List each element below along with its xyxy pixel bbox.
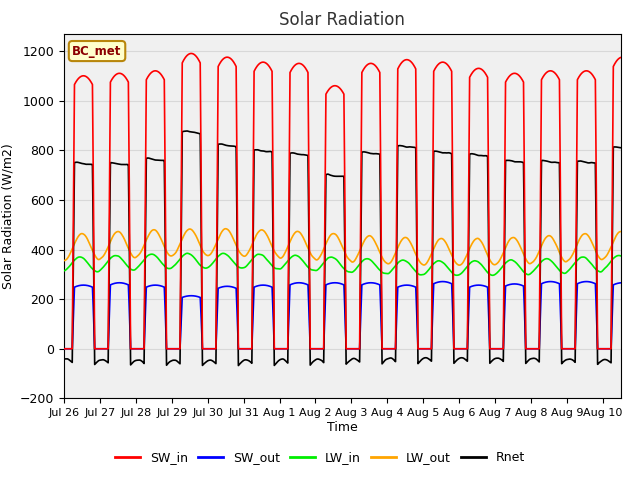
SW_in — [188, 50, 195, 56]
Rnet — [634, 358, 640, 363]
Line: SW_out: SW_out — [64, 282, 638, 349]
LW_out — [628, 246, 636, 252]
SW_in — [326, 86, 333, 92]
Line: LW_in: LW_in — [64, 253, 638, 276]
LW_out — [488, 259, 495, 265]
LW_out — [326, 233, 333, 239]
SW_out — [572, 346, 579, 352]
SW_in — [60, 346, 68, 352]
LW_in — [337, 262, 344, 267]
Rnet — [628, 176, 636, 182]
SW_out — [487, 346, 495, 352]
Rnet — [337, 173, 345, 179]
LW_in — [634, 267, 640, 273]
LW_in — [572, 259, 579, 265]
Rnet — [488, 359, 495, 364]
Rnet — [150, 156, 157, 162]
LW_in — [60, 268, 68, 274]
LW_out — [150, 227, 157, 233]
SW_in — [337, 86, 344, 92]
SW_in — [487, 346, 495, 352]
LW_in — [628, 264, 636, 270]
Rnet — [326, 172, 334, 178]
LW_out — [60, 258, 68, 264]
SW_out — [439, 279, 447, 285]
LW_out — [222, 226, 230, 231]
SW_in — [627, 64, 635, 70]
LW_in — [487, 272, 495, 278]
LW_in — [184, 251, 191, 256]
Rnet — [234, 363, 242, 369]
LW_in — [326, 254, 333, 260]
LW_in — [488, 273, 496, 278]
Text: BC_met: BC_met — [72, 45, 122, 58]
SW_in — [150, 68, 157, 74]
Line: Rnet: Rnet — [64, 131, 638, 366]
SW_out — [326, 281, 333, 287]
SW_out — [634, 346, 640, 352]
LW_out — [634, 255, 640, 261]
Rnet — [60, 356, 68, 362]
SW_out — [627, 282, 635, 288]
SW_out — [60, 346, 68, 352]
Line: SW_in: SW_in — [64, 53, 638, 349]
X-axis label: Time: Time — [327, 421, 358, 434]
Rnet — [572, 325, 579, 331]
Title: Solar Radiation: Solar Radiation — [280, 11, 405, 29]
Line: LW_out: LW_out — [64, 228, 638, 265]
LW_out — [572, 245, 579, 251]
LW_out — [456, 262, 463, 268]
Y-axis label: Solar Radiation (W/m2): Solar Radiation (W/m2) — [1, 143, 14, 289]
Rnet — [183, 128, 191, 134]
LW_out — [337, 240, 344, 245]
Legend: SW_in, SW_out, LW_in, LW_out, Rnet: SW_in, SW_out, LW_in, LW_out, Rnet — [110, 446, 530, 469]
SW_out — [150, 282, 157, 288]
LW_in — [150, 252, 157, 258]
SW_out — [336, 281, 344, 287]
SW_in — [634, 346, 640, 352]
SW_in — [572, 346, 579, 352]
